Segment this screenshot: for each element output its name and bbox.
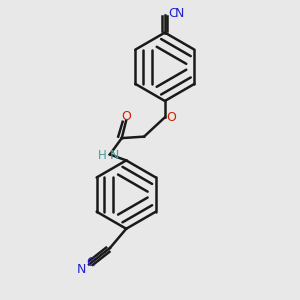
Text: N: N (175, 7, 184, 20)
Text: O: O (121, 110, 131, 123)
Text: O: O (166, 111, 176, 124)
Text: N: N (110, 148, 119, 162)
Text: C: C (168, 7, 177, 20)
Text: N: N (77, 263, 86, 276)
Text: H: H (98, 148, 107, 162)
Text: C: C (86, 256, 95, 269)
